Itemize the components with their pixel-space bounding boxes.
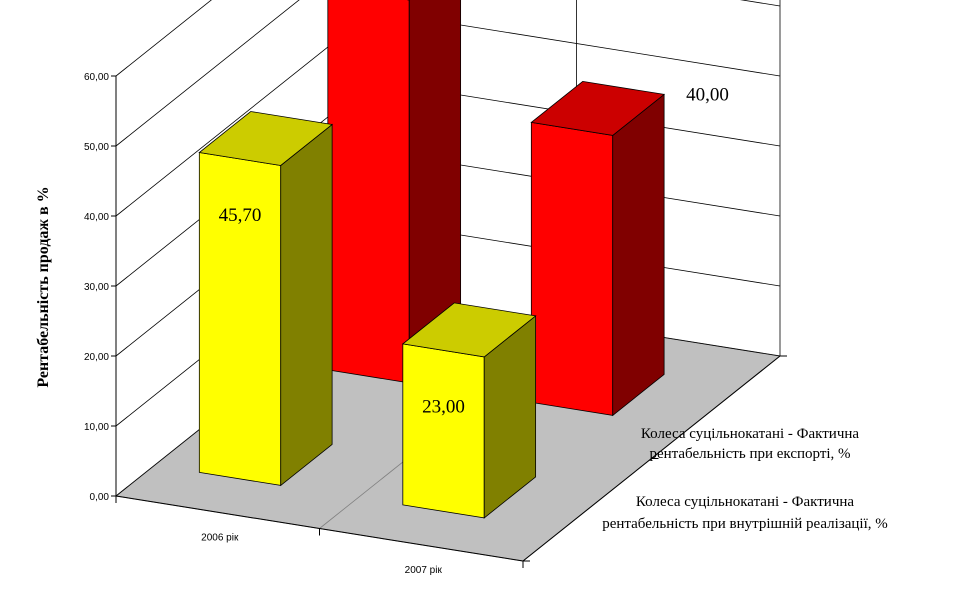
bar-front-face [328, 0, 409, 383]
y-axis-title: Рентабельність продаж в % [35, 186, 52, 387]
x-category-label: 2006 рік [201, 532, 239, 543]
y-tick-label: 40,00 [84, 212, 109, 223]
bar-export-1 [531, 81, 664, 415]
y-tick-label: 50,00 [84, 142, 109, 153]
bar-domestic-0 [199, 112, 332, 486]
bar-front-face [531, 122, 612, 415]
series-label-domestic-line2: рентабельність при внутрішній реалізації… [602, 516, 888, 532]
bar-front-face [199, 153, 280, 486]
data-label-export-1: 40,00 [686, 84, 729, 105]
bar-side-face [281, 125, 332, 486]
data-label-domestic-0: 45,70 [219, 205, 262, 226]
bar-side-face [613, 94, 664, 415]
series-label-export-line2: рентабельність при експорті, % [649, 446, 850, 462]
x-category-label: 2007 рік [405, 565, 443, 576]
series-label-domestic-line1: Колеса суцільнокатані - Фактична [636, 494, 855, 510]
series-label-export-line1: Колеса суцільнокатані - Фактична [641, 426, 860, 442]
data-label-domestic-1: 23,00 [422, 396, 465, 417]
y-tick-label: 20,00 [84, 352, 109, 363]
y-tick-label: 0,00 [90, 492, 110, 503]
y-tick-label: 30,00 [84, 282, 109, 293]
y-tick-label: 60,00 [84, 72, 109, 83]
bar-front-face [403, 344, 484, 518]
y-tick-label: 10,00 [84, 422, 109, 433]
